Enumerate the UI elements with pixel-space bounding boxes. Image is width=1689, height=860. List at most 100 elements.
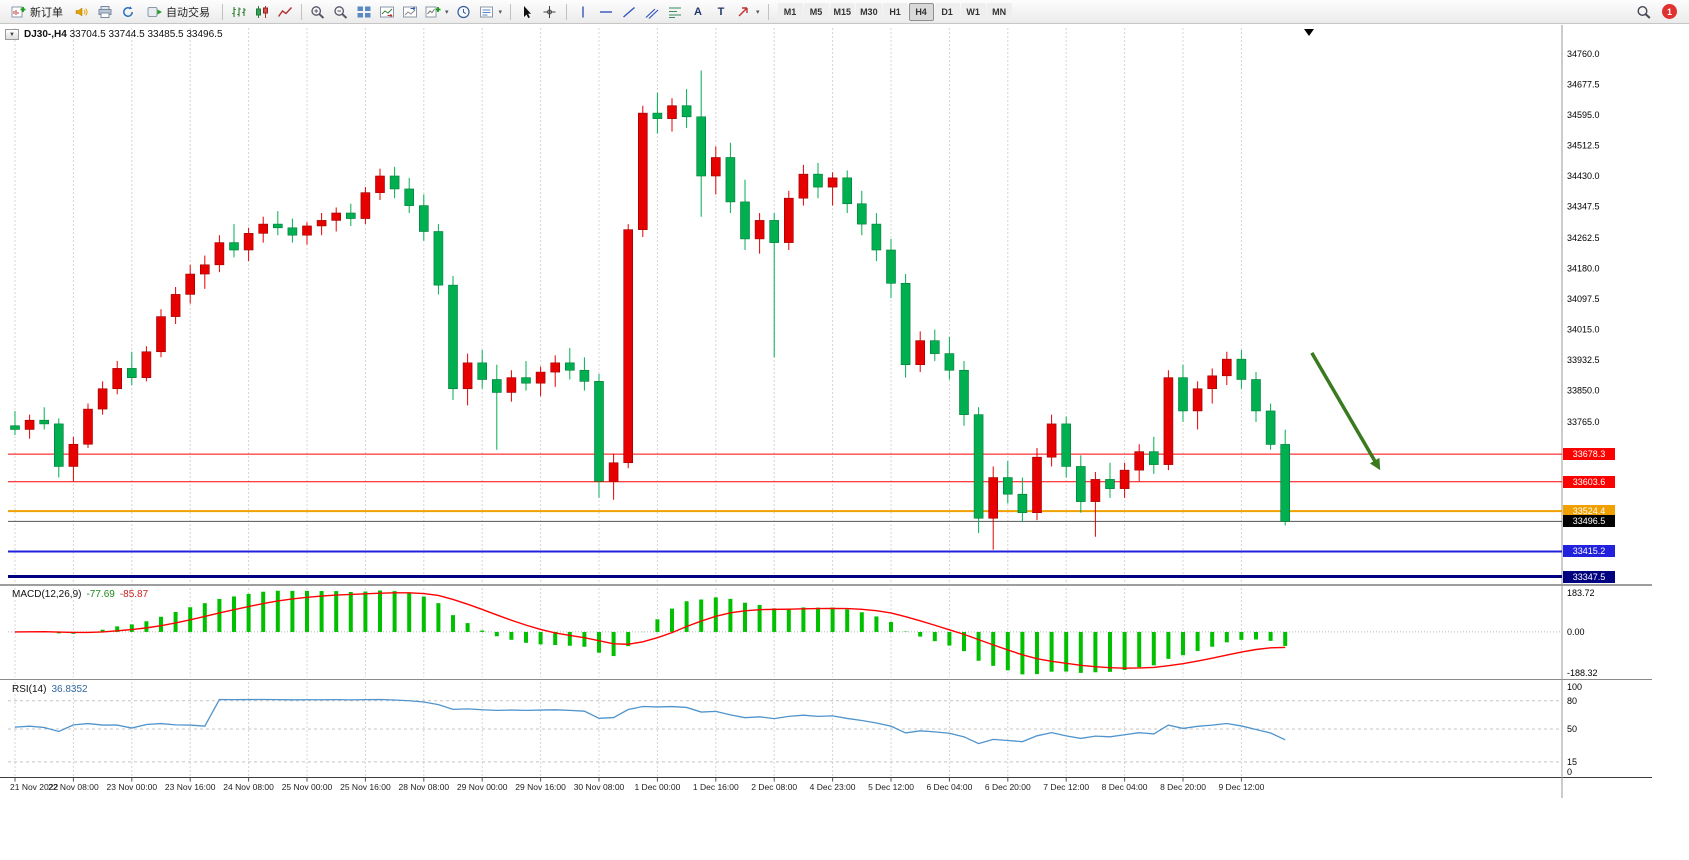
zoom-in-button[interactable] xyxy=(307,2,329,22)
bar-chart-button[interactable] xyxy=(228,2,250,22)
candlestick-chart-icon xyxy=(254,5,270,19)
toolbar-separator xyxy=(510,3,512,20)
timeframe-button-m5[interactable]: M5 xyxy=(803,2,829,21)
svg-text:34015.0: 34015.0 xyxy=(1567,325,1600,335)
price-tag[interactable]: 33603.6 xyxy=(1563,475,1615,488)
svg-text:9 Dec 12:00: 9 Dec 12:00 xyxy=(1218,782,1264,792)
price-tag[interactable]: 33347.5 xyxy=(1563,570,1615,583)
cursor-icon xyxy=(519,5,535,19)
timeframe-button-h4[interactable]: H4 xyxy=(908,2,934,21)
arrow-annotation[interactable] xyxy=(1310,351,1378,465)
svg-text:34760.0: 34760.0 xyxy=(1567,49,1600,59)
line-chart-icon xyxy=(277,5,293,19)
svg-text:34677.5: 34677.5 xyxy=(1567,79,1600,89)
svg-text:25 Nov 16:00: 25 Nov 16:00 xyxy=(340,782,391,792)
refresh-button[interactable] xyxy=(117,2,139,22)
channel-icon xyxy=(644,5,660,19)
label-tool-button[interactable]: T xyxy=(710,2,732,22)
timeframe-button-m15[interactable]: M15 xyxy=(829,2,856,21)
svg-text:2 Dec 08:00: 2 Dec 08:00 xyxy=(751,782,797,792)
timeframe-button-h1[interactable]: H1 xyxy=(882,2,908,21)
text-tool-button[interactable]: A xyxy=(687,2,709,22)
print-button[interactable] xyxy=(94,2,116,22)
rsi-value: 36.8352 xyxy=(51,684,88,695)
svg-text:6 Dec 04:00: 6 Dec 04:00 xyxy=(926,782,972,792)
horizontal-line-icon xyxy=(598,5,614,19)
new-chart-button[interactable]: ▾ xyxy=(422,2,452,22)
crosshair-tool-button[interactable] xyxy=(539,2,561,22)
svg-text:100: 100 xyxy=(1567,682,1582,692)
svg-text:183.72: 183.72 xyxy=(1567,588,1595,598)
svg-text:34347.5: 34347.5 xyxy=(1567,202,1600,212)
line-chart-button[interactable] xyxy=(274,2,296,22)
fibonacci-icon xyxy=(667,5,683,19)
search-button[interactable] xyxy=(1633,2,1655,22)
svg-text:8 Dec 20:00: 8 Dec 20:00 xyxy=(1160,782,1206,792)
timeframe-button-m1[interactable]: M1 xyxy=(777,2,803,21)
svg-text:5 Dec 12:00: 5 Dec 12:00 xyxy=(868,782,914,792)
svg-text:34097.5: 34097.5 xyxy=(1567,294,1600,304)
toolbar: 新订单 自动交易 xyxy=(0,0,1689,24)
channel-tool-button[interactable] xyxy=(641,2,663,22)
price-tag[interactable]: 33415.2 xyxy=(1563,545,1615,558)
svg-text:30 Nov 08:00: 30 Nov 08:00 xyxy=(574,782,625,792)
timeframe-button-d1[interactable]: D1 xyxy=(934,2,960,21)
tile-windows-button[interactable] xyxy=(353,2,375,22)
vertical-line-tool-button[interactable] xyxy=(572,2,594,22)
auto-scroll-button[interactable] xyxy=(376,2,398,22)
macd-indicator-label: MACD(12,26,9) -77.69 -85.87 xyxy=(12,589,148,600)
svg-text:7 Dec 12:00: 7 Dec 12:00 xyxy=(1043,782,1089,792)
price-tag[interactable]: 33678.3 xyxy=(1563,448,1615,461)
trendline-icon xyxy=(621,5,637,19)
trendline-tool-button[interactable] xyxy=(618,2,640,22)
svg-text:15: 15 xyxy=(1567,757,1577,767)
frame-layer xyxy=(0,25,1652,798)
algo-trading-button[interactable]: 自动交易 xyxy=(140,2,217,22)
price-tag[interactable]: 33496.5 xyxy=(1563,515,1615,528)
algo-trading-icon xyxy=(147,5,163,19)
svg-text:24 Nov 08:00: 24 Nov 08:00 xyxy=(223,782,274,792)
svg-text:23 Nov 00:00: 23 Nov 00:00 xyxy=(107,782,158,792)
templates-icon xyxy=(479,5,495,19)
alert-horn-icon xyxy=(74,5,90,19)
arrows-tool-icon xyxy=(736,5,752,19)
svg-text:28 Nov 08:00: 28 Nov 08:00 xyxy=(399,782,450,792)
cursor-tool-button[interactable] xyxy=(516,2,538,22)
new-chart-icon xyxy=(425,5,441,19)
svg-text:0.00: 0.00 xyxy=(1567,627,1585,637)
rsi-layer xyxy=(8,698,1562,763)
period-clock-button[interactable] xyxy=(453,2,475,22)
alert-button[interactable] xyxy=(71,2,93,22)
one-click-trading-toggle[interactable]: ▼ xyxy=(5,29,19,40)
notification-badge[interactable]: 1 xyxy=(1662,4,1677,19)
timeframe-button-m30[interactable]: M30 xyxy=(856,2,882,21)
new-order-button[interactable]: 新订单 xyxy=(4,2,70,22)
horizontal-line-tool-button[interactable] xyxy=(595,2,617,22)
templates-button[interactable]: ▾ xyxy=(476,2,506,22)
price-axis[interactable]: 34760.0 34677.5 34595.0 34512.5 34430.0 34347… xyxy=(1567,49,1600,777)
price-tag[interactable]: 33524.4 xyxy=(1563,505,1615,518)
marker-layer xyxy=(1304,29,1314,36)
horizontal-lines-layer[interactable] xyxy=(8,453,1562,579)
svg-text:34430.0: 34430.0 xyxy=(1567,171,1600,181)
scroll-end-marker xyxy=(1304,29,1314,36)
svg-text:21 Nov 2022: 21 Nov 2022 xyxy=(10,782,58,792)
macd-layer xyxy=(8,590,1562,675)
zoom-out-button[interactable] xyxy=(330,2,352,22)
svg-text:33850.0: 33850.0 xyxy=(1567,386,1600,396)
timeframe-button-w1[interactable]: W1 xyxy=(960,2,986,21)
label-tool-icon: T xyxy=(717,5,725,18)
chart-shift-button[interactable] xyxy=(399,2,421,22)
svg-text:6 Dec 20:00: 6 Dec 20:00 xyxy=(985,782,1031,792)
fibonacci-tool-button[interactable] xyxy=(664,2,686,22)
new-order-label: 新订单 xyxy=(30,6,63,19)
symbol-period-label: DJ30-,H4 xyxy=(24,29,67,40)
svg-text:80: 80 xyxy=(1567,696,1577,706)
annotations-layer[interactable] xyxy=(1310,351,1381,471)
arrows-tool-button[interactable]: ▾ xyxy=(733,2,763,22)
timeframe-button-mn[interactable]: MN xyxy=(986,2,1012,21)
candlestick-chart-button[interactable] xyxy=(251,2,273,22)
candles-layer xyxy=(10,70,1290,550)
